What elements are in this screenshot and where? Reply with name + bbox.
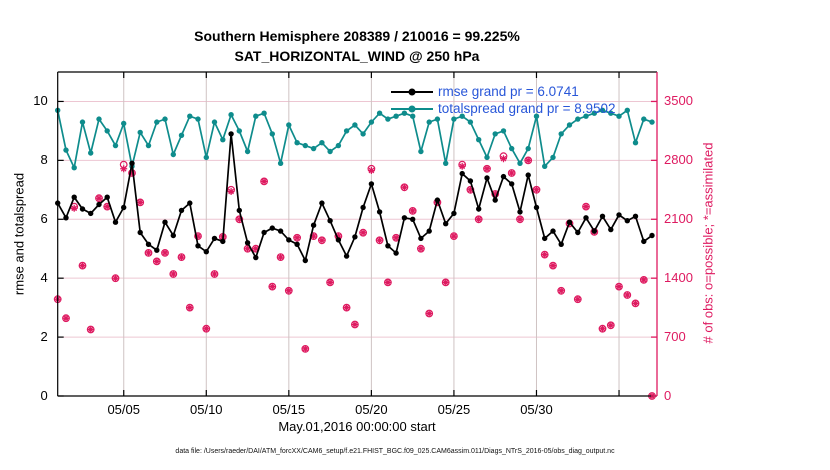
- chart-title-line2: SAT_HORIZONTAL_WIND @ 250 hPa: [234, 48, 480, 64]
- rmse-line-sample-icon: [391, 88, 433, 95]
- y-tick-label-left: 0: [40, 388, 48, 403]
- x-tick-label: 05/30: [520, 402, 553, 417]
- y-tick-label-left: 4: [40, 270, 48, 286]
- x-tick-label: 05/25: [437, 402, 471, 417]
- legend-row-rmse: rmse grand pr = 6.0741: [391, 83, 616, 100]
- obs-possible-markers: [53, 152, 656, 400]
- y-tick-label-right: 0: [664, 388, 672, 403]
- y-tick-label-right: 2100: [664, 211, 693, 227]
- x-axis-label: May.01,2016 00:00:00 start: [278, 419, 436, 434]
- legend-label-totalspread: totalspread grand pr = 8.9502: [438, 101, 616, 116]
- y-tick-label-right: 1400: [664, 270, 693, 286]
- right-axis-label: # of obs: o=possible; *=assimilated: [700, 142, 716, 344]
- chart-title-line1: Southern Hemisphere 208389 / 210016 = 99…: [194, 28, 520, 44]
- y-tick-label-right: 2800: [664, 152, 693, 168]
- y-tick-label-right: 3500: [664, 93, 693, 109]
- totalspread-line-sample-icon: [391, 105, 433, 112]
- y-tick-label-left: 2: [40, 329, 48, 345]
- x-tick-label: 05/05: [107, 402, 140, 417]
- y-tick-label-left: 10: [33, 93, 48, 109]
- data-file-path: data file: /Users/raeder/DAI/ATM_forcXX/…: [175, 448, 615, 455]
- x-tick-label: 05/20: [355, 402, 388, 417]
- legend: rmse grand pr = 6.0741 totalspread grand…: [391, 83, 616, 117]
- rmse-series: [55, 131, 655, 264]
- y-tick-label-left: 6: [40, 211, 48, 227]
- obs-assimilated-markers: [54, 155, 656, 400]
- legend-label-rmse: rmse grand pr = 6.0741: [438, 84, 579, 99]
- x-tick-label: 05/10: [190, 402, 223, 417]
- legend-row-totalspread: totalspread grand pr = 8.9502: [391, 100, 616, 117]
- y-tick-label-right: 700: [664, 329, 686, 345]
- y-tick-label-left: 8: [40, 152, 48, 168]
- x-tick-label: 05/15: [272, 402, 306, 417]
- totalspread-series: [55, 107, 655, 171]
